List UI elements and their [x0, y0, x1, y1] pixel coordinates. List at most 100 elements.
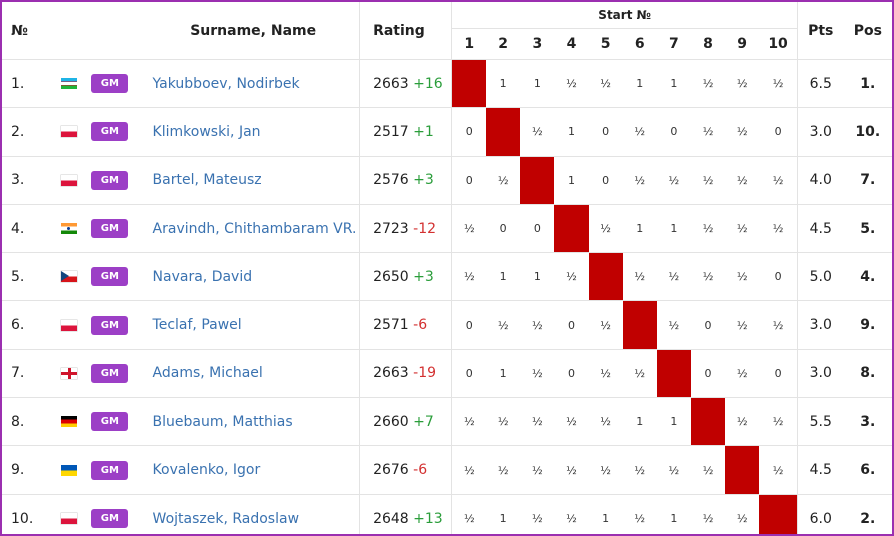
result-cell[interactable]: ½ — [759, 155, 798, 205]
result-cell[interactable]: 1 — [622, 58, 657, 108]
result-cell[interactable]: 1 — [486, 493, 521, 534]
result-cell[interactable]: ½ — [588, 203, 623, 253]
result-cell[interactable]: 1 — [588, 493, 623, 534]
result-cell[interactable]: ½ — [520, 397, 555, 446]
result-cell[interactable]: ½ — [520, 445, 555, 495]
result-cell[interactable]: ½ — [520, 300, 555, 350]
result-cell[interactable]: ½ — [759, 58, 798, 108]
result-cell[interactable]: ½ — [725, 252, 760, 301]
result-cell[interactable]: ½ — [759, 203, 798, 253]
result-cell[interactable]: 1 — [656, 203, 691, 253]
result-cell[interactable]: 1 — [486, 252, 521, 301]
result-cell[interactable]: 0 — [588, 155, 623, 205]
result-cell[interactable]: ½ — [554, 493, 589, 534]
result-cell[interactable]: ½ — [725, 107, 760, 157]
result-cell[interactable]: ½ — [588, 300, 623, 350]
result-cell[interactable]: ½ — [656, 445, 691, 495]
result-cell[interactable]: ½ — [451, 493, 487, 534]
result-cell[interactable]: 0 — [759, 348, 798, 398]
result-cell[interactable]: ½ — [486, 155, 521, 205]
col-header-pos[interactable]: Pos — [853, 22, 882, 39]
result-cell[interactable]: 1 — [520, 58, 555, 108]
result-cell[interactable]: 0 — [451, 107, 487, 157]
result-cell[interactable]: 1 — [486, 58, 521, 108]
col-header-pts[interactable]: Pts — [796, 2, 844, 60]
result-cell[interactable]: ½ — [451, 445, 487, 495]
result-cell[interactable]: ½ — [588, 58, 623, 108]
result-cell[interactable]: ½ — [588, 397, 623, 446]
result-cell[interactable]: ½ — [520, 493, 555, 534]
player-name-link[interactable]: Teclaf, Pawel — [152, 317, 242, 334]
result-cell[interactable]: ½ — [451, 203, 487, 253]
result-cell[interactable]: ½ — [759, 445, 798, 495]
result-cell[interactable]: ½ — [486, 445, 521, 495]
result-cell[interactable]: ½ — [656, 252, 691, 301]
result-cell[interactable]: 0 — [759, 107, 798, 157]
result-cell[interactable]: ½ — [656, 155, 691, 205]
result-cell[interactable]: ½ — [451, 397, 487, 446]
col-header-no[interactable]: № — [11, 22, 28, 39]
col-header-name[interactable]: Surname, Name — [190, 22, 317, 39]
result-cell[interactable]: ½ — [690, 203, 726, 253]
result-cell[interactable]: ½ — [725, 155, 760, 205]
result-cell[interactable]: 0 — [656, 107, 691, 157]
result-cell[interactable]: ½ — [622, 252, 657, 301]
player-name-link[interactable]: Wojtaszek, Radoslaw — [152, 510, 300, 527]
result-cell[interactable]: ½ — [588, 348, 623, 398]
result-cell[interactable]: ½ — [690, 252, 726, 301]
player-name-link[interactable]: Yakubboev, Nodirbek — [152, 75, 300, 92]
result-cell[interactable]: ½ — [554, 445, 589, 495]
result-cell[interactable]: 0 — [554, 348, 589, 398]
result-cell[interactable]: 1 — [486, 348, 521, 398]
result-cell[interactable]: ½ — [554, 58, 589, 108]
result-cell[interactable]: 0 — [451, 155, 487, 205]
result-cell[interactable]: 0 — [690, 348, 726, 398]
result-cell[interactable]: ½ — [725, 493, 760, 534]
result-cell[interactable]: ½ — [759, 300, 798, 350]
result-cell[interactable]: ½ — [520, 107, 555, 157]
result-cell[interactable]: 1 — [554, 107, 589, 157]
result-cell[interactable]: 0 — [588, 107, 623, 157]
result-cell[interactable]: ½ — [622, 445, 657, 495]
result-cell[interactable]: 0 — [759, 252, 798, 301]
result-cell[interactable]: ½ — [451, 252, 487, 301]
result-cell[interactable]: 0 — [486, 203, 521, 253]
result-cell[interactable]: 1 — [656, 397, 691, 446]
result-cell[interactable]: ½ — [759, 397, 798, 446]
result-cell[interactable]: ½ — [725, 397, 760, 446]
player-name-link[interactable]: Kovalenko, Igor — [152, 462, 261, 479]
result-cell[interactable]: ½ — [622, 107, 657, 157]
result-cell[interactable]: 0 — [690, 300, 726, 350]
result-cell[interactable]: ½ — [520, 348, 555, 398]
result-cell[interactable]: 0 — [451, 348, 487, 398]
result-cell[interactable]: ½ — [554, 252, 589, 301]
result-cell[interactable]: ½ — [588, 445, 623, 495]
result-cell[interactable]: ½ — [690, 493, 726, 534]
result-cell[interactable]: ½ — [690, 58, 726, 108]
result-cell[interactable]: ½ — [656, 300, 691, 350]
player-name-link[interactable]: Aravindh, Chithambaram VR. — [152, 220, 357, 237]
result-cell[interactable]: ½ — [690, 445, 726, 495]
result-cell[interactable]: ½ — [622, 493, 657, 534]
result-cell[interactable]: 1 — [554, 155, 589, 205]
result-cell[interactable]: ½ — [486, 397, 521, 446]
result-cell[interactable]: 1 — [656, 58, 691, 108]
col-header-rating[interactable]: Rating — [359, 2, 453, 60]
player-name-link[interactable]: Klimkowski, Jan — [152, 123, 261, 140]
result-cell[interactable]: 0 — [520, 203, 555, 253]
result-cell[interactable]: ½ — [622, 155, 657, 205]
result-cell[interactable]: ½ — [486, 300, 521, 350]
result-cell[interactable]: ½ — [725, 203, 760, 253]
result-cell[interactable]: 0 — [451, 300, 487, 350]
result-cell[interactable]: ½ — [725, 58, 760, 108]
result-cell[interactable]: ½ — [725, 348, 760, 398]
result-cell[interactable]: 1 — [656, 493, 691, 534]
player-name-link[interactable]: Navara, David — [152, 268, 253, 285]
result-cell[interactable]: ½ — [622, 348, 657, 398]
result-cell[interactable]: 0 — [554, 300, 589, 350]
player-name-link[interactable]: Bartel, Mateusz — [152, 172, 262, 189]
result-cell[interactable]: ½ — [690, 155, 726, 205]
result-cell[interactable]: 1 — [622, 397, 657, 446]
player-name-link[interactable]: Adams, Michael — [152, 365, 263, 382]
result-cell[interactable]: 1 — [520, 252, 555, 301]
